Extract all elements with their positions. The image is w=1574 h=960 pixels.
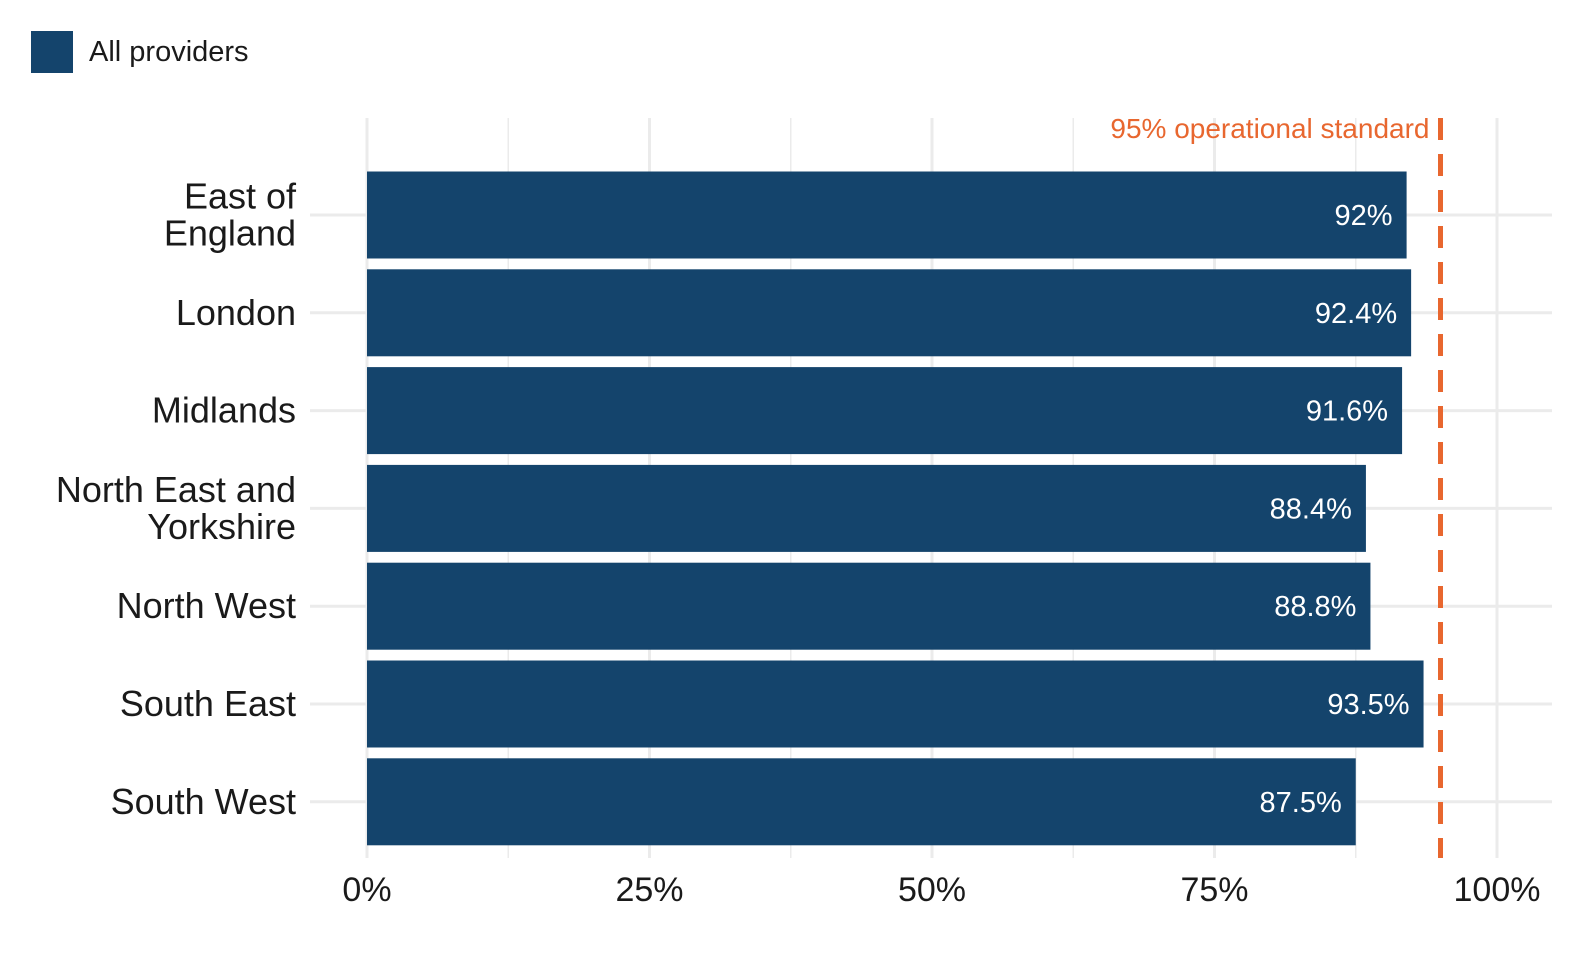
data-label: 93.5% bbox=[1327, 689, 1409, 721]
data-label: 92.4% bbox=[1315, 298, 1397, 330]
bar bbox=[367, 660, 1424, 748]
bar bbox=[367, 269, 1412, 357]
x-tick-label: 50% bbox=[898, 871, 966, 909]
category-label: London bbox=[176, 292, 296, 333]
category-label: South East bbox=[120, 683, 296, 724]
category-label: Yorkshire bbox=[147, 506, 296, 547]
category-label: South West bbox=[111, 781, 296, 822]
x-tick-label: 0% bbox=[342, 871, 391, 909]
category-label: East of bbox=[184, 176, 297, 217]
data-label: 91.6% bbox=[1306, 396, 1388, 428]
bar bbox=[367, 464, 1366, 552]
legend: All providers bbox=[31, 31, 249, 73]
data-label: 87.5% bbox=[1260, 787, 1342, 819]
legend-swatch bbox=[31, 31, 73, 73]
bar bbox=[367, 562, 1371, 650]
reference-line-label: 95% operational standard bbox=[1110, 113, 1429, 144]
x-tick-label: 75% bbox=[1180, 871, 1248, 909]
x-tick-label: 100% bbox=[1454, 871, 1541, 909]
bar bbox=[367, 171, 1407, 259]
data-label: 88.4% bbox=[1270, 493, 1352, 525]
category-label: North West bbox=[117, 585, 296, 626]
bar bbox=[367, 758, 1356, 846]
category-label: England bbox=[164, 213, 296, 254]
data-label: 92% bbox=[1335, 200, 1393, 232]
bar bbox=[367, 367, 1403, 455]
legend-label: All providers bbox=[89, 35, 249, 68]
data-label: 88.8% bbox=[1274, 591, 1356, 623]
category-label: Midlands bbox=[152, 390, 296, 431]
x-tick-label: 25% bbox=[615, 871, 683, 909]
category-label: North East and bbox=[56, 469, 296, 510]
